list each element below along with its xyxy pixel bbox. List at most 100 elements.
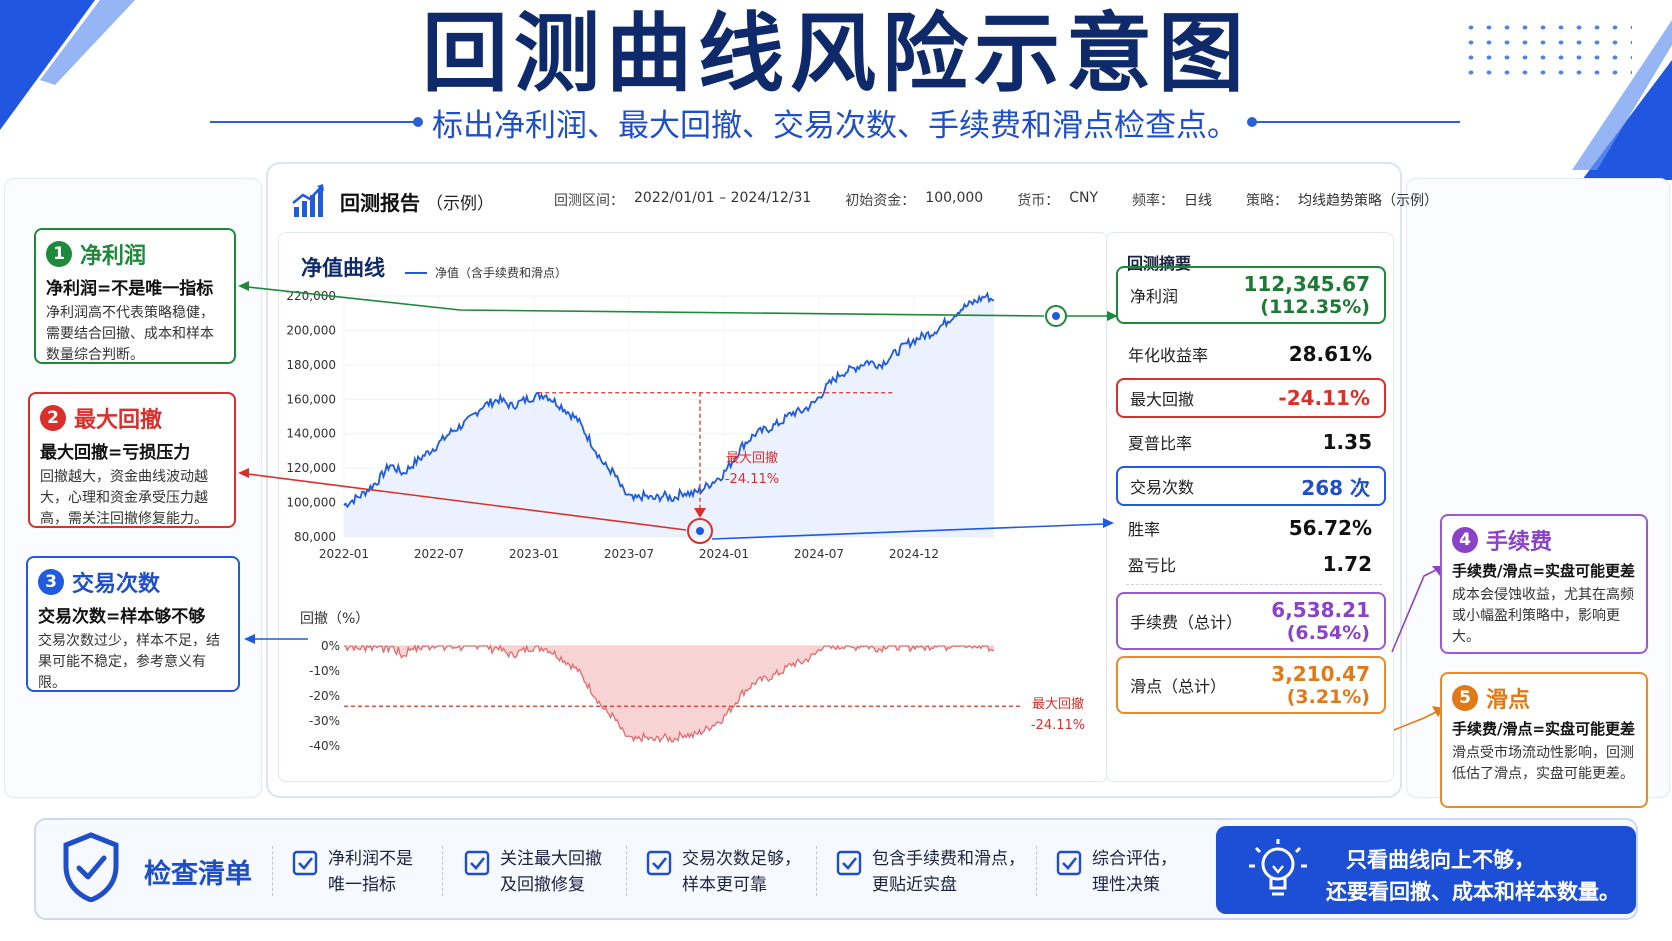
callout-title: 净利润 bbox=[80, 244, 147, 269]
summary-value-main: 6,538.21 bbox=[1271, 598, 1370, 622]
checklist-divider bbox=[272, 846, 273, 896]
bar-chart-trend-icon bbox=[292, 184, 324, 217]
summary-value: 1.35 bbox=[1322, 430, 1372, 454]
callout-key-point: 交易次数=样本够不够 bbox=[38, 607, 206, 627]
subtitle-row: 标出净利润、最大回撤、交易次数、手续费和滑点检查点。 bbox=[210, 104, 1460, 144]
summary-value-pct: (112.35%) bbox=[1260, 296, 1370, 318]
equity-area bbox=[344, 293, 994, 537]
summary-value-main: 3,210.47 bbox=[1271, 662, 1370, 686]
checklist-item-line: 理性决策 bbox=[1092, 875, 1160, 895]
chart-legend: 净值（含手续费和滑点） bbox=[405, 264, 567, 281]
slippage-connector bbox=[1393, 711, 1437, 731]
callout-key-point: 最大回撤=亏损压力 bbox=[40, 443, 191, 463]
y-tick-label: 80,000 bbox=[294, 530, 336, 544]
checkbox-checked-icon bbox=[1056, 850, 1082, 876]
trough-marker bbox=[687, 518, 713, 544]
callout-max-drawdown: 2 最大回撤 最大回撤=亏损压力 回撤越大，资金曲线波动越大，心理和资金承受压力越… bbox=[28, 392, 236, 528]
page-subtitle: 标出净利润、最大回撤、交易次数、手续费和滑点检查点。 bbox=[432, 107, 1238, 144]
checkbox-checked-icon bbox=[836, 850, 862, 876]
summary-value-pct: (6.54%) bbox=[1286, 622, 1370, 644]
summary-value: 268 次 bbox=[1301, 475, 1370, 500]
summary-separator bbox=[1126, 584, 1382, 585]
checklist-item-line: 综合评估， bbox=[1092, 849, 1177, 869]
callout-key-point: 净利润=不是唯一指标 bbox=[46, 279, 214, 299]
checklist-item: 交易次数足够， 样本更可靠 bbox=[646, 846, 801, 898]
equity-chart-title: 净值曲线 bbox=[301, 256, 385, 280]
net-profit-connector bbox=[247, 286, 1045, 317]
summary-label: 最大回撤 bbox=[1130, 390, 1195, 409]
checklist-item-line: 包含手续费和滑点， bbox=[872, 849, 1025, 869]
callout-description: 滑点受市场流动性影响，回测低估了滑点，实盘可能更差。 bbox=[1452, 745, 1634, 782]
reference-line-label: 最大回撤 bbox=[1032, 696, 1084, 712]
drawdown-area bbox=[344, 646, 994, 742]
y-tick-label: 100,000 bbox=[286, 496, 336, 510]
drawdown-line bbox=[344, 644, 995, 744]
checklist-item-text: 包含手续费和滑点， 更贴近实盘 bbox=[872, 846, 1025, 898]
checklist-item-line: 关注最大回撤 bbox=[500, 849, 602, 869]
checklist-item-line: 更贴近实盘 bbox=[872, 875, 957, 895]
checklist-item: 包含手续费和滑点， 更贴近实盘 bbox=[836, 846, 1025, 898]
checklist-item-text: 关注最大回撤 及回撤修复 bbox=[500, 846, 602, 898]
lightbulb-icon bbox=[1249, 839, 1307, 896]
summary-value: 6,538.21 (6.54%) bbox=[1271, 598, 1370, 644]
checklist-title: 检查清单 bbox=[144, 859, 252, 890]
report-meta: 回测区间： 2022/01/01 – 2024/12/31 初始资金： 100,00… bbox=[554, 190, 1472, 210]
drawdown-arrowhead bbox=[694, 508, 706, 518]
legend-swatch bbox=[405, 271, 427, 274]
checklist-item-text: 综合评估， 理性决策 bbox=[1092, 846, 1177, 898]
checklist-item-line: 样本更可靠 bbox=[682, 875, 767, 895]
summary-label: 盈亏比 bbox=[1128, 556, 1177, 575]
x-tick-label: 2022-01 bbox=[319, 547, 369, 561]
summary-value: 1.72 bbox=[1322, 552, 1372, 576]
meta-value: 均线趋势策略（示例） bbox=[1298, 193, 1439, 209]
drawdown-annotation-value: -24.11% bbox=[725, 472, 779, 487]
summary-label: 夏普比率 bbox=[1128, 434, 1193, 453]
trade-count-connector bbox=[711, 523, 1105, 540]
checklist-divider bbox=[816, 846, 817, 896]
summary-sharpe: 夏普比率 1.35 bbox=[1116, 428, 1386, 456]
dd-y-tick-label: -40% bbox=[309, 739, 340, 753]
callout-key-point: 手续费/滑点=实盘可能更差 bbox=[1452, 562, 1636, 580]
equity-line bbox=[343, 291, 995, 509]
summary-value: 3,210.47 (3.21%) bbox=[1271, 662, 1370, 708]
meta-key: 策略： bbox=[1246, 193, 1289, 209]
meta-key: 初始资金： bbox=[845, 193, 916, 209]
legend-label: 净值（含手续费和滑点） bbox=[435, 266, 568, 280]
corner-decoration-right bbox=[1572, 20, 1672, 180]
fees-connector bbox=[1391, 569, 1437, 653]
corner-decoration-left bbox=[0, 0, 135, 130]
summary-label: 年化收益率 bbox=[1128, 346, 1209, 365]
summary-label: 胜率 bbox=[1128, 520, 1161, 539]
checklist-item: 综合评估， 理性决策 bbox=[1056, 846, 1177, 898]
report-header: 回测报告 （示例） bbox=[290, 180, 494, 222]
summary-slippage: 滑点（总计） 3,210.47 (3.21%) bbox=[1116, 656, 1386, 714]
summary-net-profit: 净利润 112,345.67 (112.35%) bbox=[1116, 266, 1386, 324]
net-profit-summary-arrowhead bbox=[1107, 311, 1118, 321]
callout-description: 回撤越大，资金曲线波动越大，心理和资金承受压力越高，需关注回撤修复能力。 bbox=[40, 469, 208, 527]
checklist-item-line: 净利润不是 bbox=[328, 849, 413, 869]
summary-fees: 手续费（总计） 6,538.21 (6.54%) bbox=[1116, 592, 1386, 650]
checkbox-checked-icon bbox=[292, 850, 318, 876]
callout-number-badge: 3 bbox=[38, 569, 64, 595]
dd-y-tick-label: -30% bbox=[309, 714, 340, 728]
report-title-note: （示例） bbox=[426, 193, 494, 214]
y-tick-label: 120,000 bbox=[286, 461, 336, 475]
callout-head: 5 滑点 bbox=[1452, 682, 1636, 714]
net-profit-point bbox=[1052, 312, 1060, 320]
checkbox-checked-icon bbox=[646, 850, 672, 876]
callout-head: 4 手续费 bbox=[1452, 524, 1636, 556]
summary-value-pct: (3.21%) bbox=[1286, 686, 1370, 708]
callout-key-point: 手续费/滑点=实盘可能更差 bbox=[1452, 720, 1636, 738]
x-tick-label: 2022-07 bbox=[414, 547, 464, 561]
summary-annual-return: 年化收益率 28.61% bbox=[1116, 340, 1386, 368]
subtitle-rule-left bbox=[210, 117, 423, 127]
x-tick-label: 2023-01 bbox=[509, 547, 559, 561]
tip-line-2: 还要看回撤、成本和样本数量。 bbox=[1326, 880, 1620, 904]
y-tick-label: 180,000 bbox=[286, 358, 336, 372]
callout-slippage: 5 滑点 手续费/滑点=实盘可能更差 滑点受市场流动性影响，回测低估了滑点，实盘可… bbox=[1440, 672, 1648, 808]
callout-title: 最大回撤 bbox=[74, 408, 163, 433]
checklist-divider bbox=[1036, 846, 1037, 896]
checklist-item-line: 交易次数足够， bbox=[682, 849, 801, 869]
trade-count-arrowhead bbox=[1103, 518, 1114, 528]
